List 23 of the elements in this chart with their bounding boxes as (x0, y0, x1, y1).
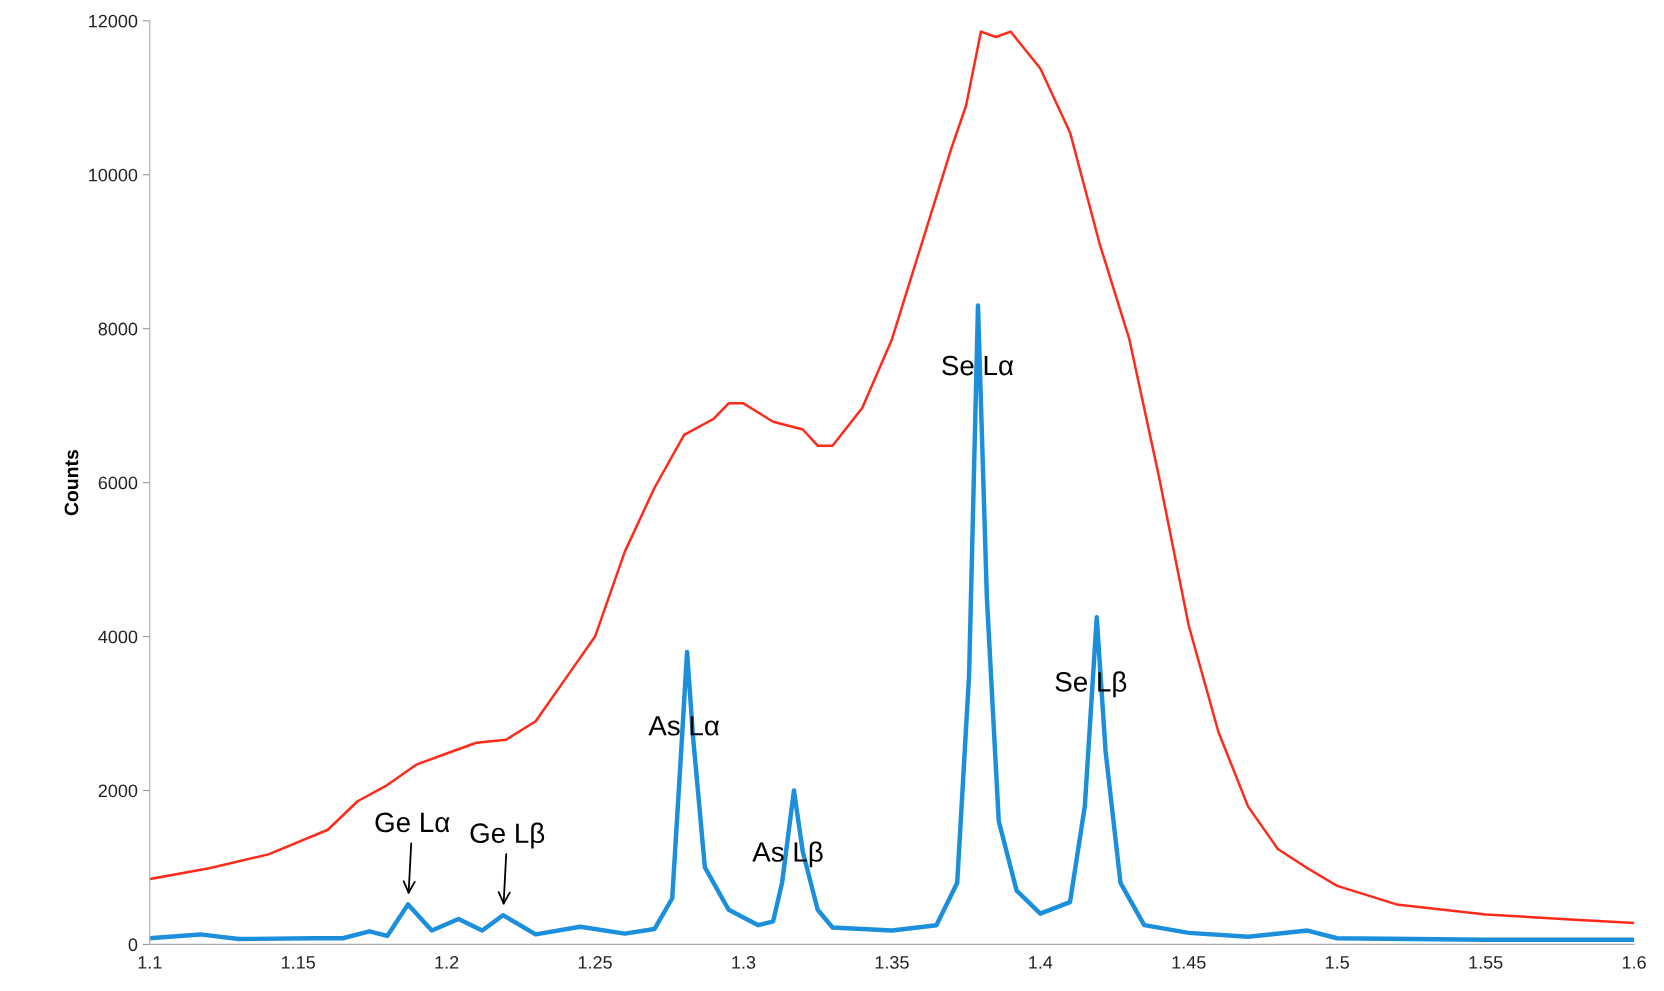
x-tick-label: 1.3 (732, 956, 756, 969)
y-tick-label: 0 (128, 938, 138, 952)
annotation: Ge Lβ (470, 822, 545, 849)
line-series (149, 30, 1635, 925)
y-tick-label: 2000 (98, 784, 138, 798)
y-tick-label: 12000 (89, 14, 138, 28)
x-tick-label: 1.6 (1622, 956, 1646, 969)
y-tick-label: 6000 (98, 476, 138, 490)
x-tick-label: 1.35 (875, 956, 909, 969)
y-tick-label: 10000 (89, 168, 138, 182)
x-tick-label: 1.55 (1469, 956, 1503, 969)
x-tick-label: 1.25 (578, 956, 612, 969)
x-tick-label: 1.4 (1029, 956, 1053, 969)
x-tick-label: 1.15 (282, 956, 315, 969)
annotation: Ge Lα (375, 812, 450, 833)
x-tick-label: 1.5 (1326, 956, 1349, 969)
y-tick-label: 4000 (98, 630, 138, 644)
annotation: Se Lα (942, 355, 1014, 376)
x-tick-label: 1.2 (435, 956, 459, 969)
y-axis-title: Counts (64, 449, 79, 516)
x-tick-label: 1.45 (1172, 956, 1206, 969)
x-tick-label: 1.1 (138, 956, 162, 969)
y-tick-label: 8000 (98, 322, 138, 336)
